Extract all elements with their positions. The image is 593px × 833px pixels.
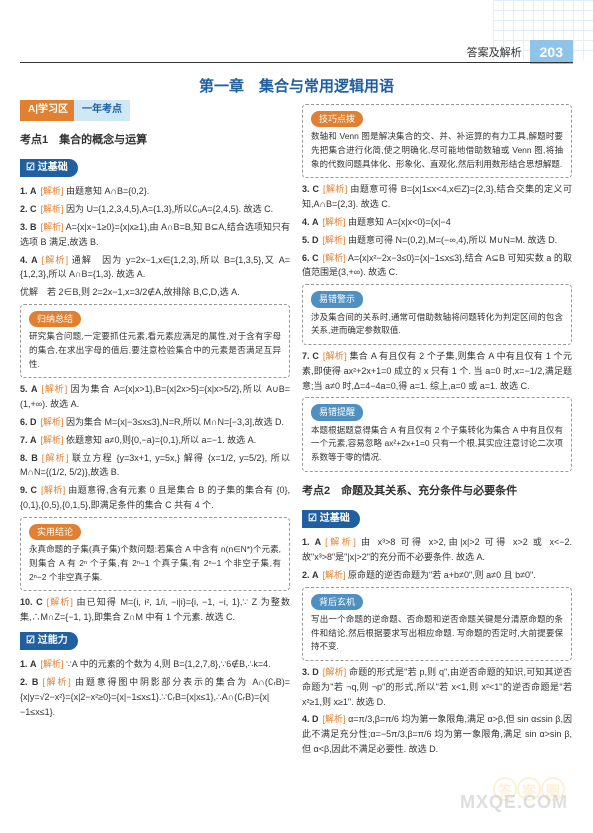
yicuo2-label: 易错提醒 <box>311 404 363 420</box>
answer-item: 5. A[解析] 因为集合 A={x|x>1},B={x|2x>5}={x|x>… <box>20 382 290 412</box>
answer-item: 10. C[解析] 由已知得 M={i, i², 1/i, −i|i}={i, … <box>20 595 290 625</box>
answer-item: 6. D[解析] 因为集合 M={x|−3≤x≤3},N=R,所以 M∩N=[−… <box>20 415 290 430</box>
answer-item: 4. A[解析] 由题意知 A={x|x<0}={x|−4 <box>302 215 572 230</box>
answer-item: 3. D[解析] 命题的形式是"若 p,则 q",由逆否命题的知识,可知其逆否命… <box>302 665 572 710</box>
kaodian-2-title: 考点2 命题及其关系、充分条件与必要条件 <box>302 482 572 500</box>
answer-item: 7. C[解析] 集合 A 有且仅有 2 个子集,则集合 A 中有且仅有 1 个… <box>302 349 572 394</box>
answer-item: 3. B[解析] A={x|x−1≥0}={x|x≥1},由 A∩B=B,知 B… <box>20 220 290 250</box>
shiyong-text: 永真命题的子集(真子集)个数问题:若集合 A 中含有 n(n∈N*)个元素,则集… <box>29 543 281 584</box>
year-badge: 一年考点 <box>74 100 130 121</box>
tag-guo-jichu-2: ☑ 过基础 <box>302 510 360 529</box>
answer-item: 1. A[解析] 由 x³>8 可得 x>2,由|x|>2 可得 x>2 或 x… <box>302 535 572 565</box>
answer-item: 1. A[解析] 由题意知 A∩B={0,2}. <box>20 184 290 199</box>
page-number: 203 <box>530 40 573 64</box>
yicuo-box: 易错警示 涉及集合间的关系时,通常可借助数轴将问题转化为判定区间的包含关系,进而… <box>302 284 572 345</box>
jiqiao-text: 数轴和 Venn 图是解决集合的交、并、补运算的有力工具,解题时要先把集合进行化… <box>311 130 563 171</box>
kaodian-1-title: 考点1 集合的概念与运算 <box>20 131 290 149</box>
header-divider <box>20 62 573 63</box>
yicuo-label: 易错警示 <box>311 291 363 307</box>
yicuo-text: 涉及集合间的关系时,通常可借助数轴将问题转化为判定区间的包含关系,进而确定参数取… <box>311 311 563 338</box>
jiqiao-box: 技巧点拨 数轴和 Venn 图是解决集合的交、并、补运算的有力工具,解题时要先把… <box>302 104 572 178</box>
a-zone-badge: A|学习区 <box>20 100 76 121</box>
zone-badges: A|学习区一年考点 <box>20 100 290 121</box>
content: A|学习区一年考点 考点1 集合的概念与运算 ☑ 过基础 1. A[解析] 由题… <box>20 100 573 760</box>
answer-item: 7. A[解析] 依题意知 a≠0,则{0,−a}={0,1},所以 a=−1.… <box>20 433 290 448</box>
beihou-text: 写出一个命题的逆命题、否命题和逆否命题关键是分清原命题的条件和结论,然后根据要求… <box>311 613 563 654</box>
answer-item: 4. A[解析] 通解 因为 y=2x−1,x∈{1,2,3},所以 B={1,… <box>20 253 290 283</box>
answer-item: 2. B[解析] 由题意得图中阴影部分表示的集合为 A∩(∁ᵣB)={x|y=√… <box>20 675 290 720</box>
watermark-url: MXQE.COM <box>460 792 568 813</box>
beihou-box: 背后玄机 写出一个命题的逆命题、否命题和逆否命题关键是分清原命题的条件和结论,然… <box>302 587 572 661</box>
header-label: 答案及解析 <box>467 44 522 60</box>
chapter-title: 第一章 集合与常用逻辑用语 <box>0 75 593 96</box>
answer-item: 8. B[解析] 联立方程 {y=3x+1, y=5x,} 解得 {x=1/2,… <box>20 451 290 481</box>
header: 答案及解析 203 <box>467 40 573 64</box>
guina-text: 研究集合问题,一定要抓住元素,看元素应满足的属性,对于含有字母的集合,在求出字母… <box>29 330 281 371</box>
tag-guo-nengli: ☑ 过能力 <box>20 632 78 651</box>
answer-item: 9. C[解析] 由题意得,含有元素 0 且是集合 B 的子集的集合有 {0},… <box>20 483 290 513</box>
answer-item: 4. D[解析] α=π/3,β=π/6 均为第一象限角,满足 α>β,但 si… <box>302 712 572 757</box>
answer-item: 2. C[解析] 因为 U={1,2,3,4,5},A={1,3},所以∁ᵤA=… <box>20 202 290 217</box>
answer-item: 3. C[解析] 由题意可得 B={x|1≤x<4,x∈Z}={2,3},结合交… <box>302 182 572 212</box>
yicuo2-box: 易错提醒 本题根据题意得集合 A 有且仅有 2 个子集转化为集合 A 中有且仅有… <box>302 397 572 471</box>
shiyong-box: 实用结论 永真命题的子集(真子集)个数问题:若集合 A 中含有 n(n∈N*)个… <box>20 517 290 591</box>
answer-item: 5. D[解析] 由题意可得 N=(0,2),M=(−∞,4),所以 M∪N=M… <box>302 233 572 248</box>
beihou-label: 背后玄机 <box>311 594 363 610</box>
guina-box: 归纳总结 研究集合问题,一定要抓住元素,看元素应满足的属性,对于含有字母的集合,… <box>20 304 290 378</box>
answer-item: 1. A[解析] ∵A 中的元素的个数为 4,则 B={1,2,7,8},∵6∉… <box>20 657 290 672</box>
right-column: 技巧点拨 数轴和 Venn 图是解决集合的交、并、补运算的有力工具,解题时要先把… <box>302 100 572 760</box>
jiqiao-label: 技巧点拨 <box>311 111 363 127</box>
answer-item: 2. A[解析] 原命题的逆否命题为"若 a+b≠0",则 a≠0 且 b≠0"… <box>302 568 572 583</box>
shiyong-label: 实用结论 <box>29 524 81 540</box>
left-column: A|学习区一年考点 考点1 集合的概念与运算 ☑ 过基础 1. A[解析] 由题… <box>20 100 290 760</box>
guina-label: 归纳总结 <box>29 311 81 327</box>
answer-item: 6. C[解析] A={x|x²−2x−3≤0}={x|−1≤x≤3},结合 A… <box>302 251 572 281</box>
yicuo2-text: 本题根据题意得集合 A 有且仅有 2 个子集转化为集合 A 中有且仅有一个元素,… <box>311 424 563 465</box>
tag-guo-jichu: ☑ 过基础 <box>20 159 78 178</box>
youjie-text: 优解 若 2∈B,则 2=2x−1,x=3/2∉A,故排除 B,C,D,选 A. <box>20 285 290 300</box>
